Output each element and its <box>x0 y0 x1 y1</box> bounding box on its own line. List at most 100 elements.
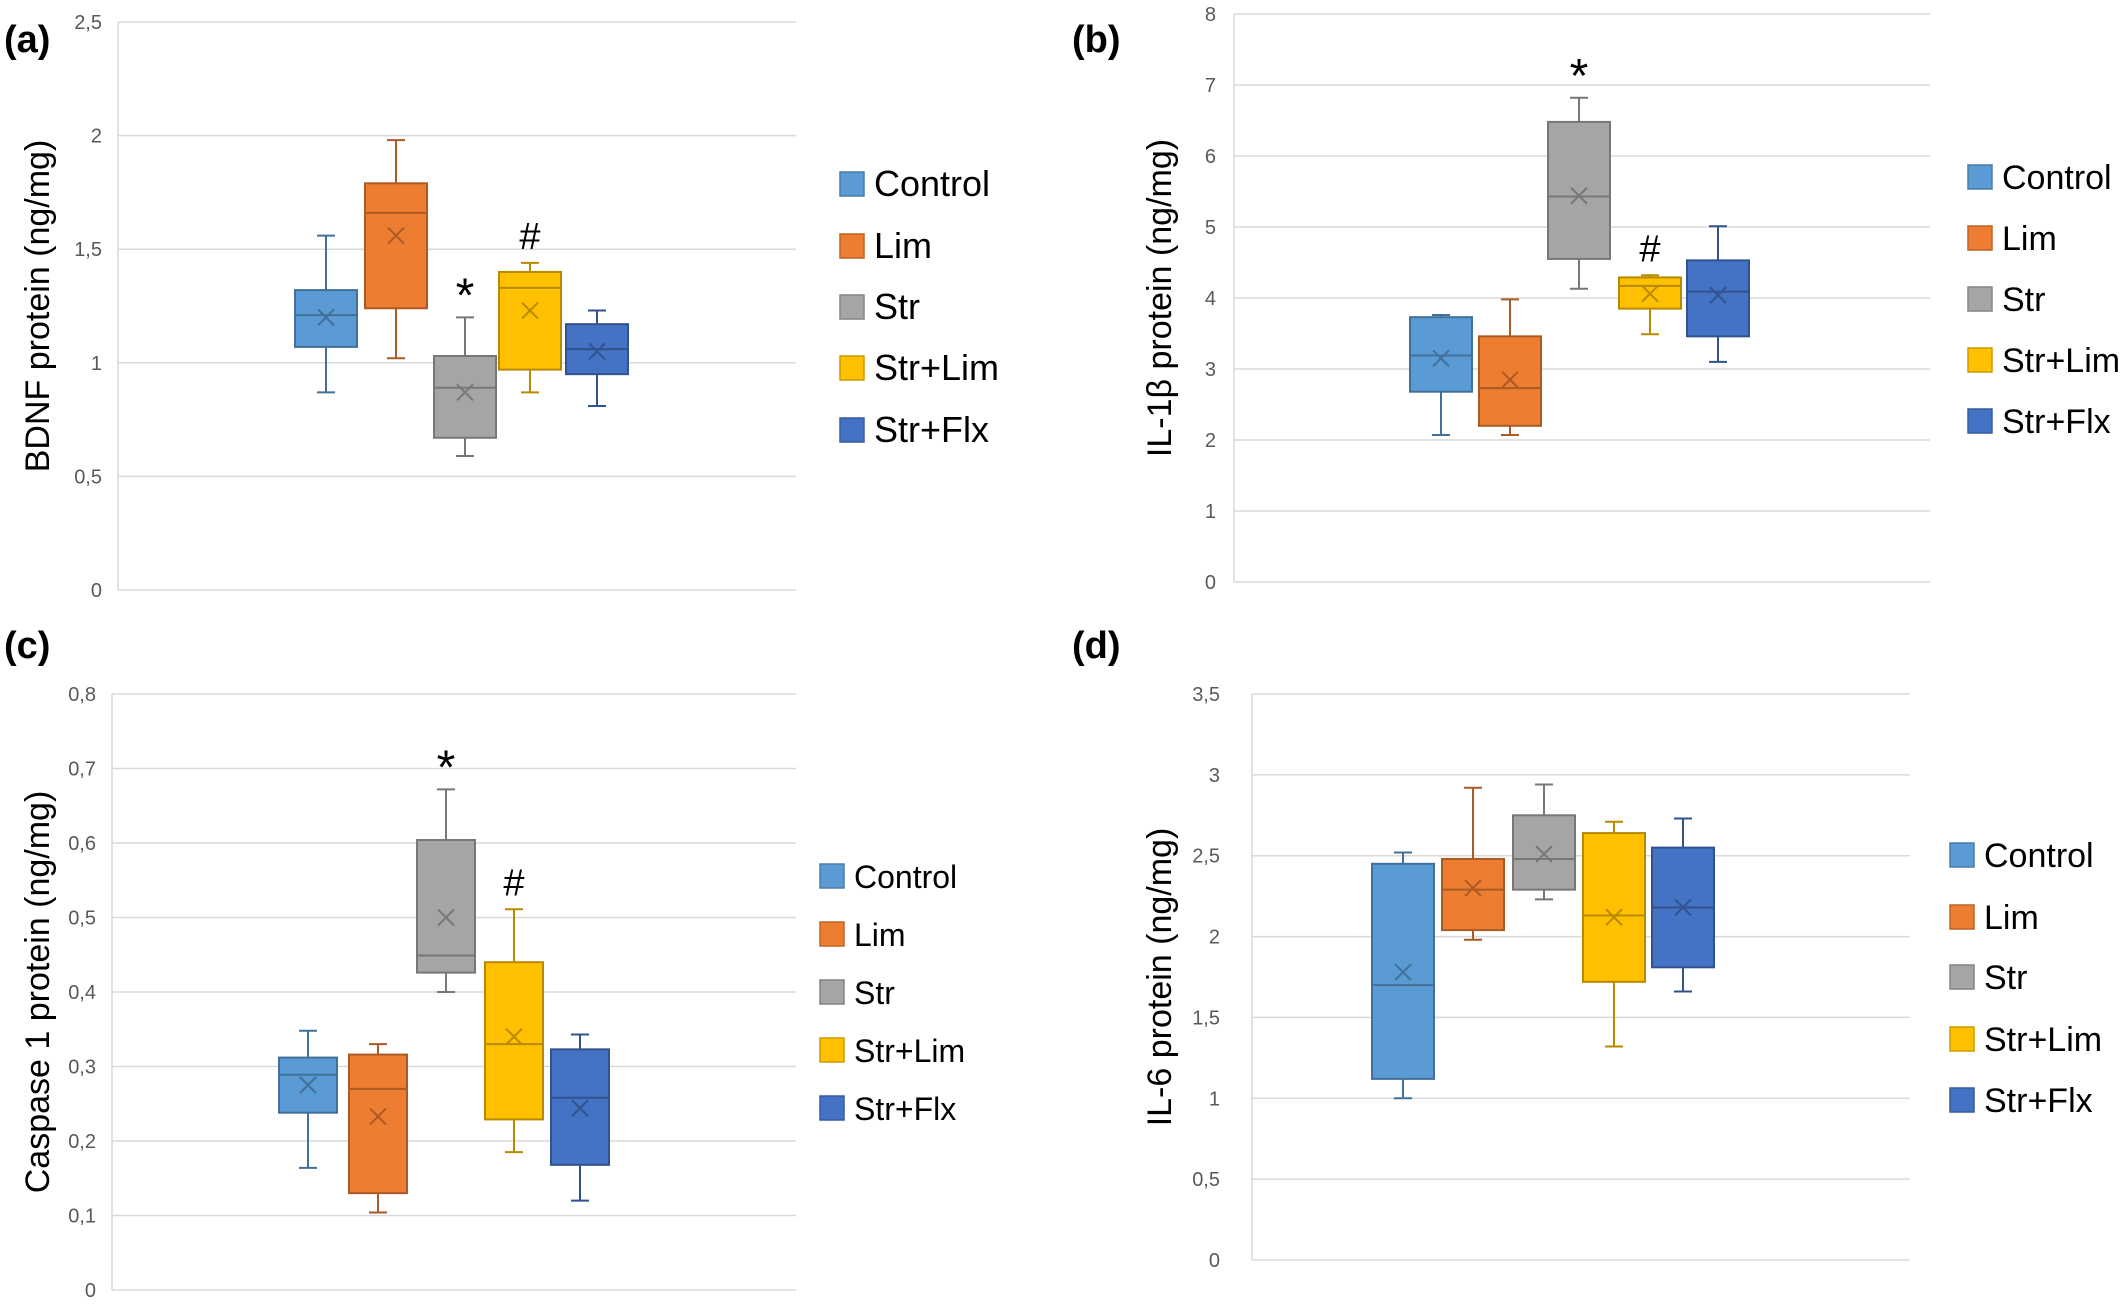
legend-label: Control <box>854 859 957 895</box>
legend-item-lim: Lim <box>819 917 906 953</box>
legend-label: Lim <box>2002 220 2057 258</box>
panel-b: 0 1 2 3 4 5 6 7 8 (b) IL-1β protein (ng/mg) * # Contr… <box>1072 4 2120 594</box>
y-tick-label: 2 <box>1209 927 1220 949</box>
legend-swatch <box>819 1037 845 1063</box>
y-axis-label: IL-6 protein (ng/mg) <box>1141 828 1179 1127</box>
box-control <box>294 234 358 394</box>
legend-swatch <box>1949 964 1975 990</box>
y-tick-label: 7 <box>1205 75 1216 97</box>
mean-marker <box>1570 187 1588 205</box>
legend-swatch <box>1967 164 1993 190</box>
mean-marker <box>1605 908 1623 926</box>
legend-item-str-plus-lim: Str+Lim <box>819 1033 965 1069</box>
legend-label: Control <box>2002 159 2112 197</box>
legend-swatch <box>839 417 865 443</box>
box-lim <box>1478 298 1542 437</box>
y-tick-label: 0 <box>1205 572 1216 594</box>
legend-item-str-plus-flx: Str+Flx <box>839 409 989 450</box>
y-tick-label: 0,6 <box>68 833 96 855</box>
y-tick-label: 2,5 <box>1192 846 1220 868</box>
legend-item-control: Control <box>1967 159 2112 197</box>
iqr-box <box>364 182 428 310</box>
legend-label: Str+Lim <box>2002 342 2120 380</box>
iqr-box <box>1547 120 1611 260</box>
y-tick-label: 4 <box>1205 288 1216 310</box>
significance-marker: * <box>456 269 475 322</box>
legend-swatch <box>1949 842 1975 868</box>
legend-label: Str <box>854 975 895 1011</box>
box-lim <box>348 1043 408 1214</box>
legend-label: Str+Flx <box>2002 403 2111 441</box>
mean-marker <box>588 342 606 361</box>
significance-marker: * <box>1570 50 1589 103</box>
box-control <box>1409 314 1473 437</box>
box-str: * <box>416 741 476 993</box>
y-axis-label: Caspase 1 protein (ng/mg) <box>19 791 57 1194</box>
legend-item-str: Str <box>1949 959 2027 997</box>
y-tick-label: 0 <box>1209 1250 1220 1272</box>
y-axis-label: IL-1β protein (ng/mg) <box>1141 139 1179 457</box>
legend-item-control: Control <box>819 859 957 895</box>
y-tick-label: 0,5 <box>68 908 96 930</box>
iqr-box <box>1409 316 1473 393</box>
y-tick-label: 0,1 <box>68 1206 96 1228</box>
legend-label: Str+Flx <box>854 1091 956 1127</box>
y-tick-label: 1 <box>91 353 102 375</box>
legend-item-lim: Lim <box>1949 899 2039 937</box>
iqr-box <box>1686 259 1750 338</box>
legend-swatch <box>819 979 845 1005</box>
mean-marker <box>1501 370 1519 389</box>
legend-label: Lim <box>854 917 906 953</box>
legend-swatch <box>1949 904 1975 930</box>
mean-marker <box>571 1099 589 1117</box>
box-str-plus-lim: # <box>484 862 544 1154</box>
legend-item-str-plus-flx: Str+Flx <box>1949 1082 2093 1120</box>
legend-label: Lim <box>1984 899 2039 937</box>
mean-marker <box>1709 286 1727 304</box>
y-tick-label: 0,5 <box>1192 1169 1220 1191</box>
legend-item-str: Str <box>819 975 895 1011</box>
legend-swatch <box>819 921 845 947</box>
significance-marker: # <box>519 216 540 258</box>
y-tick-label: 5 <box>1205 217 1216 239</box>
mean-marker <box>521 301 539 320</box>
legend-item-str: Str <box>1967 281 2045 319</box>
iqr-box <box>416 839 476 974</box>
mean-marker <box>369 1107 387 1126</box>
mean-marker <box>1432 349 1450 368</box>
box-str: * <box>433 269 497 457</box>
y-tick-label: 0,4 <box>68 982 96 1004</box>
panel-c: 0 0,1 0,2 0,3 0,4 0,5 0,6 0,7 0,8 (c) Caspase 1 pr… <box>4 625 965 1302</box>
y-tick-label: 0 <box>91 580 102 602</box>
y-tick-label: 0,5 <box>74 466 102 488</box>
y-tick-label: 1,5 <box>1192 1007 1220 1029</box>
y-tick-label: 2 <box>91 126 102 148</box>
panel-label: (a) <box>4 19 50 61</box>
y-tick-label: 3,5 <box>1192 684 1220 706</box>
legend-label: Str+Flx <box>874 409 989 450</box>
mean-marker <box>456 383 474 402</box>
y-tick-label: 2,5 <box>74 12 102 34</box>
box-str: * <box>1547 50 1611 290</box>
legend-label: Str <box>874 286 920 327</box>
y-tick-label: 0 <box>85 1280 96 1302</box>
box-lim <box>364 139 428 360</box>
mean-marker <box>1464 879 1482 897</box>
legend-label: Str+Flx <box>1984 1082 2093 1120</box>
y-tick-label: 0,7 <box>68 759 96 781</box>
legend-item-str-plus-flx: Str+Flx <box>819 1091 956 1127</box>
legend-label: Str+Lim <box>1984 1021 2102 1059</box>
legend-swatch <box>839 171 865 197</box>
mean-marker <box>1535 845 1553 863</box>
mean-marker <box>505 1027 523 1046</box>
legend-swatch <box>839 294 865 320</box>
box-str-plus-lim: # <box>498 216 562 394</box>
y-tick-label: 1,5 <box>74 239 102 261</box>
legend-item-control: Control <box>839 163 990 204</box>
y-tick-label: 0,8 <box>68 684 96 706</box>
legend-swatch <box>1967 286 1993 312</box>
box-str-plus-flx <box>550 1033 610 1202</box>
legend-swatch <box>819 1095 845 1121</box>
legend-label: Str+Lim <box>874 347 999 388</box>
legend-item-lim: Lim <box>1967 220 2057 258</box>
